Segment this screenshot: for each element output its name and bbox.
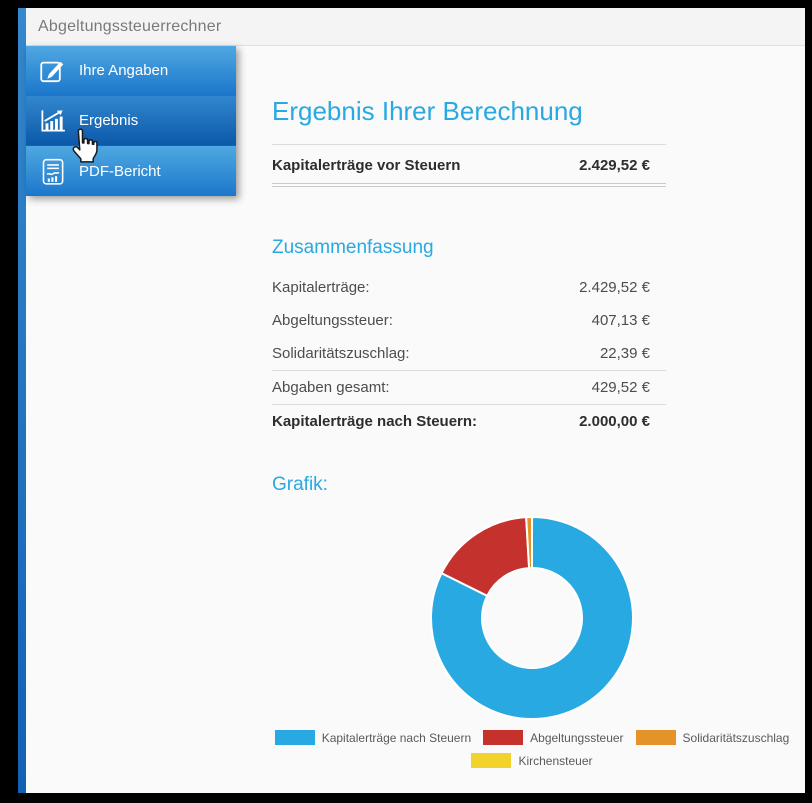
pretax-value: 2.429,52 €: [579, 157, 650, 174]
row-label: Kapitalerträge nach Steuern:: [272, 413, 478, 430]
sidebar-item-label: Ihre Angaben: [79, 62, 169, 79]
app-window: Abgeltungssteuerrechner Ihre Angaben: [18, 8, 805, 793]
summary-row-solidaritaetszuschlag: Solidaritätszuschlag: 22,39 €: [272, 337, 666, 370]
legend-swatch-orange: [635, 730, 676, 745]
sidebar-item-label: PDF-Bericht: [79, 162, 161, 180]
chart-heading: Grafik:: [272, 474, 328, 495]
summary-heading: Zusammenfassung: [272, 237, 434, 258]
title-divider: [272, 144, 666, 145]
legend-swatch-yellow: [471, 753, 512, 768]
row-label: Abgaben gesamt:: [272, 379, 390, 396]
legend-row-1: Kapitalerträge nach Steuern Abgeltungsst…: [272, 730, 792, 745]
legend-swatch-blue: [274, 730, 315, 745]
legend-label: Solidaritätszuschlag: [682, 730, 790, 745]
edit-icon: [39, 57, 66, 84]
bar-chart-icon: [39, 107, 66, 134]
pretax-row: Kapitalerträge vor Steuern 2.429,52 €: [272, 145, 666, 187]
app-title: Abgeltungssteuerrechner: [38, 17, 222, 35]
legend-label: Kirchensteuer: [518, 753, 593, 768]
pretax-label: Kapitalerträge vor Steuern: [272, 157, 461, 174]
legend-item-abgeltungssteuer[interactable]: Abgeltungssteuer: [483, 730, 624, 745]
donut-chart[interactable]: [429, 515, 635, 721]
row-label: Solidaritätszuschlag:: [272, 345, 410, 362]
donut-segment-2[interactable]: [525, 516, 533, 570]
legend-label: Abgeltungssteuer: [530, 730, 624, 745]
row-value: 429,52 €: [591, 379, 650, 396]
legend-label: Kapitalerträge nach Steuern: [321, 730, 472, 745]
row-label: Kapitalerträge:: [272, 279, 370, 296]
summary-row-nach-steuern: Kapitalerträge nach Steuern: 2.000,00 €: [272, 404, 666, 438]
sidebar-item-ergebnis[interactable]: Ergebnis: [26, 96, 236, 146]
legend-item-kirchensteuer[interactable]: Kirchensteuer: [471, 753, 593, 768]
summary-table: Kapitalerträge: 2.429,52 € Abgeltungsste…: [272, 271, 666, 438]
row-label: Abgeltungssteuer:: [272, 312, 393, 329]
main-content: Ergebnis Ihrer Berechnung Kapitalerträge…: [272, 46, 792, 776]
legend-swatch-red: [483, 730, 524, 745]
sidebar-menu: Ihre Angaben Ergebnis: [26, 46, 236, 196]
report-icon: [39, 158, 66, 185]
sidebar-item-pdf-bericht[interactable]: PDF-Bericht: [26, 146, 236, 196]
row-value: 2.429,52 €: [579, 279, 650, 296]
legend-item-solidaritaetszuschlag[interactable]: Solidaritätszuschlag: [635, 730, 790, 745]
legend-item-kapitalertraege-nach-steuern[interactable]: Kapitalerträge nach Steuern: [274, 730, 472, 745]
chart-legend: Kapitalerträge nach Steuern Abgeltungsst…: [272, 730, 792, 768]
summary-row-abgeltungssteuer: Abgeltungssteuer: 407,13 €: [272, 304, 666, 337]
sidebar-item-label: Ergebnis: [79, 112, 139, 129]
summary-row-abgaben-gesamt: Abgaben gesamt: 429,52 €: [272, 370, 666, 404]
row-value: 22,39 €: [599, 345, 650, 362]
donut-segment-0[interactable]: [430, 516, 634, 720]
row-value: 2.000,00 €: [579, 413, 650, 430]
app-header: Abgeltungssteuerrechner: [26, 8, 805, 46]
legend-row-2: Kirchensteuer: [272, 753, 792, 768]
sidebar-item-ihre-angaben[interactable]: Ihre Angaben: [26, 46, 236, 96]
page-title: Ergebnis Ihrer Berechnung: [272, 96, 583, 126]
summary-row-kapitalertraege: Kapitalerträge: 2.429,52 €: [272, 271, 666, 304]
left-accent-strip: [18, 8, 26, 793]
row-value: 407,13 €: [591, 312, 650, 329]
